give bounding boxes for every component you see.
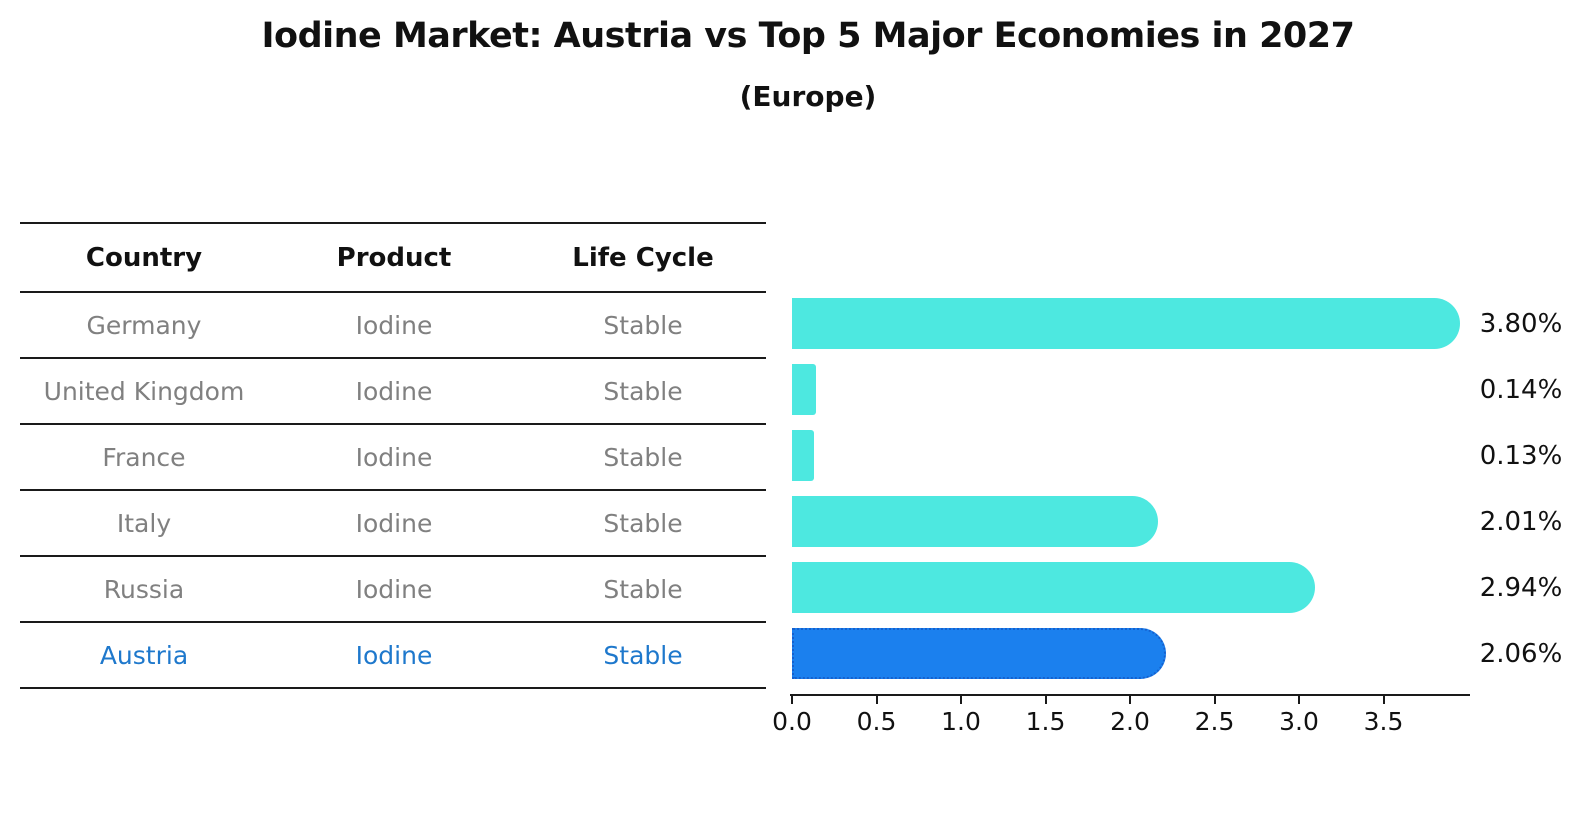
cell-life-cycle: Stable xyxy=(603,508,683,538)
x-axis-tick xyxy=(1129,696,1131,704)
cell-product: Iodine xyxy=(355,640,433,670)
cell-life-cycle: Stable xyxy=(603,310,683,340)
cell-country: Austria xyxy=(99,640,189,670)
bar-germany xyxy=(792,298,1460,349)
bar-value-label: 2.94% xyxy=(1479,573,1563,603)
bar-chart: 3.80% 0.14% 0.13% 2.01% 2.94% 2.06% 0.0 0.5 1.0 1… xyxy=(772,291,1562,736)
cell-country: Russia xyxy=(103,574,185,604)
bar-austria xyxy=(792,628,1166,679)
bar-france xyxy=(792,430,814,481)
cell-country: Italy xyxy=(116,508,172,538)
cell-product: Iodine xyxy=(355,310,433,340)
x-axis-tick xyxy=(875,696,878,704)
table-row-united-kingdom: United Kingdom Iodine Stable xyxy=(20,359,766,425)
table-row-france: France Iodine Stable xyxy=(20,425,766,491)
cell-country: France xyxy=(102,442,186,472)
cell-life-cycle: Stable xyxy=(603,442,683,472)
x-axis-tick xyxy=(1298,696,1300,704)
country-table: Country Product Life Cycle Germany Iodin… xyxy=(20,222,766,689)
cell-country: Germany xyxy=(86,310,202,340)
table-row-russia: Russia Iodine Stable xyxy=(20,557,766,623)
cell-country: United Kingdom xyxy=(43,376,245,406)
cell-product: Iodine xyxy=(355,442,433,472)
bar-value-label: 0.13% xyxy=(1479,441,1563,471)
bar-value-label: 0.14% xyxy=(1479,375,1563,405)
x-axis-tick-label: 2.5 xyxy=(1194,707,1235,736)
table-row-germany: Germany Iodine Stable xyxy=(20,293,766,359)
bar-italy xyxy=(792,496,1158,547)
table-header-row: Country Product Life Cycle xyxy=(20,224,766,293)
cell-life-cycle: Stable xyxy=(603,574,683,604)
x-axis-tick xyxy=(960,696,962,704)
x-axis-tick xyxy=(1382,696,1385,704)
cell-product: Iodine xyxy=(355,508,433,538)
table-row-italy: Italy Iodine Stable xyxy=(20,491,766,557)
chart-title: Iodine Market: Austria vs Top 5 Major Ec… xyxy=(261,16,1356,56)
cell-product: Iodine xyxy=(355,376,433,406)
cell-life-cycle: Stable xyxy=(603,376,683,406)
x-axis-tick xyxy=(791,696,793,704)
bar-value-label: 2.06% xyxy=(1479,639,1563,669)
chart-subtitle: (Europe) xyxy=(739,80,877,113)
bar-value-label: 2.01% xyxy=(1479,507,1563,537)
cell-product: Iodine xyxy=(355,574,433,604)
x-axis-tick-label: 2.0 xyxy=(1110,707,1150,736)
bar-russia xyxy=(792,562,1315,613)
x-axis-tick xyxy=(1044,696,1047,704)
table-header-product: Product xyxy=(336,242,452,273)
x-axis-tick-label: 0.5 xyxy=(856,707,897,736)
x-axis-tick-label: 3.5 xyxy=(1363,707,1404,736)
table-row-austria: Austria Iodine Stable xyxy=(20,623,766,689)
bar-value-label: 3.80% xyxy=(1479,309,1563,339)
x-axis-line xyxy=(790,694,1470,696)
table-header-life-cycle: Life Cycle xyxy=(572,242,714,273)
x-axis-tick-label: 1.5 xyxy=(1025,707,1066,736)
x-axis-tick xyxy=(1213,696,1216,704)
x-axis-tick-label: 0.0 xyxy=(772,707,812,736)
cell-life-cycle: Stable xyxy=(603,640,683,670)
x-axis-tick-label: 1.0 xyxy=(941,707,981,736)
table-header-country: Country xyxy=(85,242,203,273)
x-axis-tick-label: 3.0 xyxy=(1279,707,1319,736)
bar-united-kingdom xyxy=(792,364,816,415)
